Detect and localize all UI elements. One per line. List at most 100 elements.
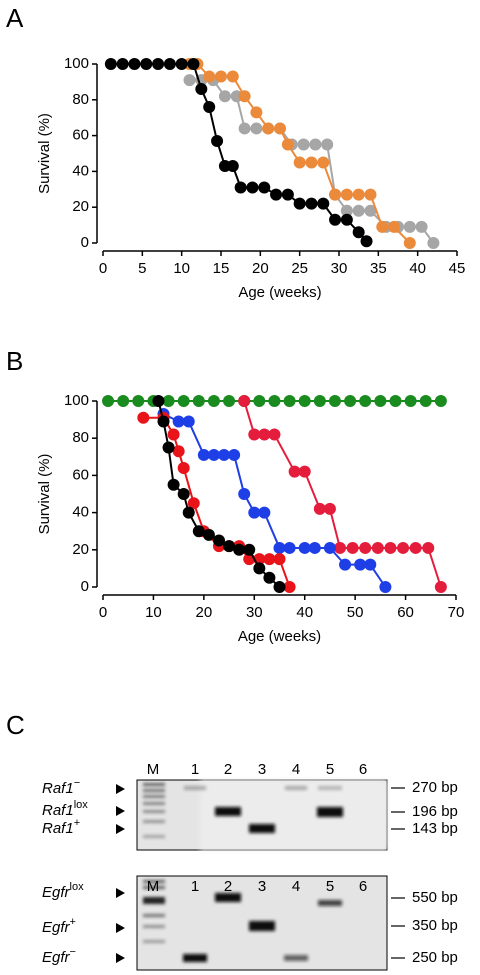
survival-point <box>152 395 165 407</box>
arrow <box>116 806 125 816</box>
size-label: 250 bp <box>412 949 458 966</box>
size-label: 143 bp <box>412 820 458 837</box>
survival-point <box>379 581 392 593</box>
survival-point <box>218 90 231 103</box>
survival-point <box>187 497 200 510</box>
allele-label: Raf1lox <box>42 799 88 819</box>
survival-point <box>419 395 432 407</box>
survival-point <box>162 395 175 407</box>
bands <box>183 893 342 962</box>
survival-point <box>167 478 180 491</box>
survival-point <box>157 415 170 428</box>
y-tick-label: 100 <box>64 55 89 72</box>
survival-point <box>409 541 422 554</box>
survival-point <box>422 541 435 554</box>
y-tick-label: 60 <box>72 127 89 144</box>
lane-label: 1 <box>191 878 199 895</box>
survival-point <box>128 58 141 70</box>
x-tick-label: 15 <box>213 260 230 277</box>
survival-point <box>340 213 353 226</box>
arrow <box>116 824 125 834</box>
lane-label: 5 <box>326 878 334 895</box>
survival-point <box>298 395 311 407</box>
survival-point <box>212 534 225 547</box>
x-tick-label: 0 <box>99 260 107 277</box>
survival-point <box>293 197 306 210</box>
lane-label: 3 <box>258 878 266 895</box>
survival-point <box>137 411 150 424</box>
allele: − <box>70 946 76 958</box>
survival-point <box>140 58 153 70</box>
survival-point <box>371 541 384 554</box>
survival-point <box>404 395 417 407</box>
survival-point <box>376 220 389 233</box>
survival-point <box>117 395 130 407</box>
survival-point <box>268 428 281 441</box>
survival-point <box>152 58 165 70</box>
survival-point <box>238 488 251 500</box>
survival-point <box>223 395 236 407</box>
survival-point <box>313 502 326 515</box>
lane-label: M <box>147 878 160 895</box>
allele: + <box>70 916 76 928</box>
survival-point <box>397 541 410 554</box>
survival-point <box>293 156 306 169</box>
panel-label: A <box>6 3 24 33</box>
survival-point <box>427 237 440 249</box>
arrow <box>116 784 125 794</box>
x-tick-label: 35 <box>370 260 387 277</box>
survival-point <box>163 58 176 70</box>
survival-point <box>352 204 365 217</box>
gel-1 <box>136 779 388 851</box>
survival-point <box>297 138 310 151</box>
survival-point <box>360 235 373 248</box>
survival-point <box>434 395 447 407</box>
survival-point <box>192 525 205 538</box>
x-tick-label: 25 <box>291 260 308 277</box>
y-tick-label: 20 <box>72 198 89 215</box>
survival-point <box>317 156 330 169</box>
survival-point <box>238 90 251 103</box>
allele-label: Egfr+ <box>42 916 76 936</box>
x-tick-label: 60 <box>397 604 414 621</box>
allele: − <box>74 777 80 789</box>
y-axis-title: Survival (%) <box>36 113 53 194</box>
survival-point <box>389 395 402 407</box>
lane-label: 5 <box>326 761 334 778</box>
survival-point <box>253 562 266 575</box>
survival-point <box>308 541 321 554</box>
survival-point <box>344 395 357 407</box>
survival-point <box>183 74 196 87</box>
size-label: 350 bp <box>412 917 458 934</box>
survival-point <box>248 506 261 519</box>
x-tick-label: 70 <box>448 604 465 621</box>
survival-point <box>207 448 220 461</box>
survival-point <box>218 448 231 461</box>
x-tick-label: 20 <box>252 260 269 277</box>
allele: lox <box>74 799 89 811</box>
allele-label: Raf1+ <box>42 817 80 837</box>
lane-label: 4 <box>292 878 300 895</box>
survival-point <box>273 553 286 566</box>
survival-point <box>329 188 342 201</box>
survival-point <box>384 541 397 554</box>
survival-point <box>243 543 256 556</box>
survival-point <box>116 58 129 70</box>
allele-label: Egfr− <box>42 946 76 966</box>
gene-name: Raf1 <box>42 780 74 797</box>
survival-point <box>281 138 294 151</box>
survival-point <box>364 204 377 217</box>
survival-point <box>233 543 246 556</box>
survival-point <box>340 204 353 217</box>
survival-point <box>223 540 236 553</box>
survival-point <box>228 448 241 461</box>
gene-name: Egfr <box>42 884 71 901</box>
survival-point <box>346 541 359 554</box>
allele-label: Egfrlox <box>42 881 84 901</box>
lane-label: 1 <box>191 761 199 778</box>
survival-point <box>234 181 247 194</box>
gel-2 <box>136 875 388 971</box>
lane-label: 6 <box>359 878 367 895</box>
x-tick-label: 0 <box>99 604 107 621</box>
gene-name: Egfr <box>42 949 71 966</box>
